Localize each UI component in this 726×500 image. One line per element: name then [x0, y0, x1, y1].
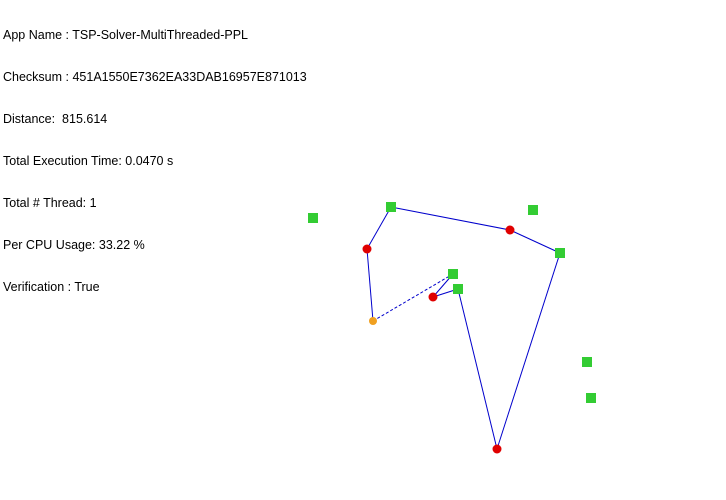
tour-node-icon — [492, 444, 502, 454]
city-node-icon — [586, 393, 596, 403]
cpu-usage-label: Per CPU Usage: 33.22 % — [3, 238, 145, 252]
route-segment — [366, 248, 374, 322]
execution-time-label: Total Execution Time: 0.0470 s — [3, 154, 174, 168]
city-node-icon — [582, 357, 592, 367]
tour-node-icon — [505, 225, 515, 235]
distance-label: Distance: 815.614 — [3, 112, 108, 126]
checksum-label: Checksum : 451A1550E7362EA33DAB16957E871… — [3, 70, 307, 84]
route-segment — [390, 206, 511, 231]
city-node-icon — [448, 269, 458, 279]
route-segment — [457, 288, 498, 450]
info-panel: App Name : TSP-Solver-MultiThreaded-PPL … — [3, 0, 307, 308]
city-node-icon — [308, 213, 318, 223]
city-node-icon — [386, 202, 396, 212]
tour-node-icon — [362, 244, 372, 254]
route-lines — [366, 206, 561, 450]
route-segment — [366, 206, 392, 250]
route-segment — [496, 252, 561, 450]
thread-count-label: Total # Thread: 1 — [3, 196, 97, 210]
city-node-icon — [453, 284, 463, 294]
route-dashed-segment — [372, 273, 454, 322]
start-node-icon — [369, 317, 377, 325]
tour-node-icon — [428, 292, 438, 302]
city-node-icon — [528, 205, 538, 215]
tour-nodes — [362, 225, 515, 454]
route-segment — [509, 229, 561, 254]
city-nodes — [308, 202, 596, 403]
app-name-label: App Name : TSP-Solver-MultiThreaded-PPL — [3, 28, 249, 42]
verification-label: Verification : True — [3, 280, 100, 294]
city-node-icon — [555, 248, 565, 258]
